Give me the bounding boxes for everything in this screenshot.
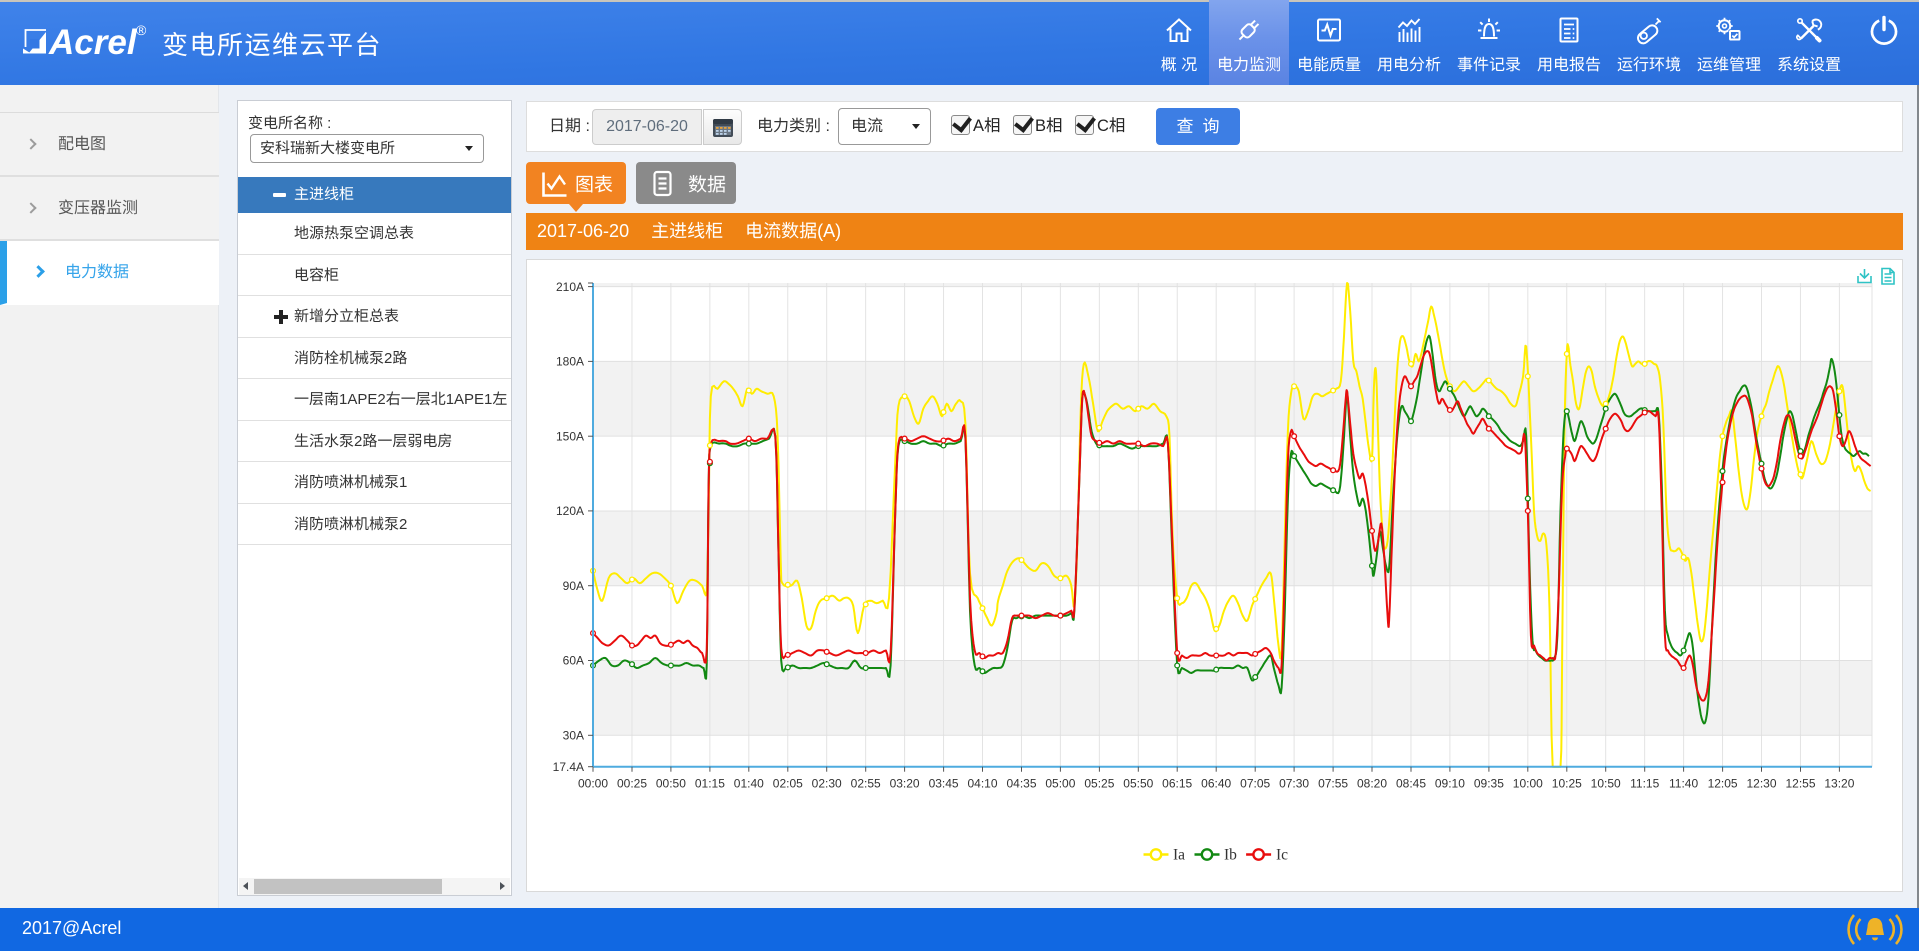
- svg-text:10:25: 10:25: [1552, 777, 1582, 791]
- svg-text:07:55: 07:55: [1318, 777, 1348, 791]
- svg-text:01:40: 01:40: [734, 777, 764, 791]
- svg-text:02:30: 02:30: [812, 777, 842, 791]
- svg-text:10:50: 10:50: [1591, 777, 1621, 791]
- svg-text:07:05: 07:05: [1240, 777, 1270, 791]
- svg-text:09:10: 09:10: [1435, 777, 1465, 791]
- svg-text:04:10: 04:10: [967, 777, 997, 791]
- svg-text:02:05: 02:05: [773, 777, 803, 791]
- svg-text:11:15: 11:15: [1630, 777, 1659, 791]
- svg-text:05:00: 05:00: [1045, 777, 1075, 791]
- svg-text:08:20: 08:20: [1357, 777, 1387, 791]
- svg-text:12:05: 12:05: [1708, 777, 1738, 791]
- svg-text:11:40: 11:40: [1669, 777, 1698, 791]
- svg-text:03:20: 03:20: [890, 777, 920, 791]
- svg-text:13:20: 13:20: [1824, 777, 1854, 791]
- svg-text:17.4A: 17.4A: [553, 760, 584, 774]
- svg-text:02:55: 02:55: [851, 777, 881, 791]
- svg-text:05:25: 05:25: [1084, 777, 1114, 791]
- svg-text:05:50: 05:50: [1123, 777, 1153, 791]
- svg-text:120A: 120A: [556, 504, 584, 518]
- svg-text:12:30: 12:30: [1746, 777, 1776, 791]
- svg-text:Ic: Ic: [1276, 847, 1288, 864]
- svg-text:30A: 30A: [563, 729, 584, 743]
- svg-text:06:15: 06:15: [1162, 777, 1192, 791]
- svg-text:180A: 180A: [556, 355, 584, 369]
- svg-text:150A: 150A: [556, 429, 584, 443]
- svg-text:210A: 210A: [556, 280, 584, 294]
- svg-text:00:50: 00:50: [656, 777, 686, 791]
- svg-text:03:45: 03:45: [929, 777, 959, 791]
- svg-text:09:35: 09:35: [1474, 777, 1504, 791]
- svg-text:90A: 90A: [563, 579, 584, 593]
- svg-text:04:35: 04:35: [1006, 777, 1036, 791]
- svg-text:Ia: Ia: [1173, 847, 1185, 864]
- svg-text:60A: 60A: [563, 654, 584, 668]
- svg-text:00:25: 00:25: [617, 777, 647, 791]
- svg-text:08:45: 08:45: [1396, 777, 1426, 791]
- svg-text:00:00: 00:00: [578, 777, 608, 791]
- svg-text:10:00: 10:00: [1513, 777, 1543, 791]
- svg-text:Ib: Ib: [1224, 847, 1237, 864]
- svg-text:07:30: 07:30: [1279, 777, 1309, 791]
- svg-text:12:55: 12:55: [1785, 777, 1815, 791]
- svg-text:01:15: 01:15: [695, 777, 725, 791]
- svg-text:06:40: 06:40: [1201, 777, 1231, 791]
